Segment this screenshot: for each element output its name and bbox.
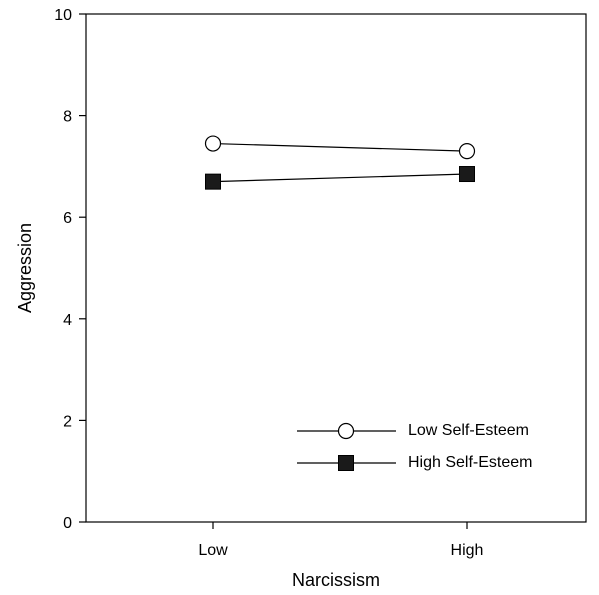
x-axis: Low High [198,522,483,559]
y-tick-label: 6 [63,210,72,227]
series-line [212,173,468,183]
x-axis-title: Narcissism [292,570,380,590]
data-point [204,135,222,152]
legend: Low Self-Esteem High Self-Esteem [297,422,533,471]
y-tick-label: 4 [63,312,72,329]
legend-label: High Self-Esteem [408,454,533,471]
data-point [458,143,476,160]
plot-frame [85,13,587,523]
y-axis: 0 2 4 6 8 10 [54,7,86,532]
x-tick-label: High [451,542,484,559]
legend-marker [337,422,355,440]
data-point [205,173,221,190]
x-tick-label: Low [198,542,228,559]
series-line [212,142,468,152]
legend-label: Low Self-Esteem [408,422,529,439]
y-tick-label: 8 [63,109,72,126]
legend-item: High Self-Esteem [297,454,533,471]
y-tick-label: 2 [63,413,72,430]
y-axis-title: Aggression [15,223,35,313]
legend-item: Low Self-Esteem [297,422,529,440]
y-tick-label: 0 [63,515,72,532]
data-point [459,166,475,183]
series-high-self-esteem [205,166,475,190]
series-layer [204,135,476,190]
legend-marker [338,455,354,471]
series-low-self-esteem [204,135,476,160]
y-tick-label: 10 [54,7,72,24]
